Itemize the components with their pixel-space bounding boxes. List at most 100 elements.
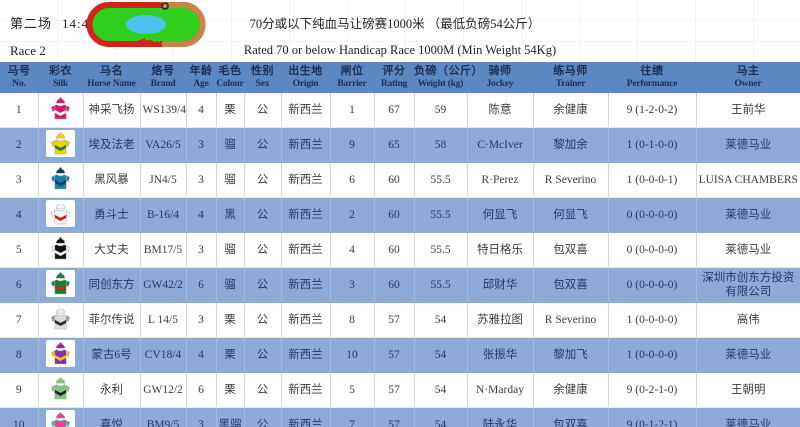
cell-origin: 新西兰 <box>281 93 331 128</box>
table-row: 2 埃及法老 VA26/5 3 骝 公 新西兰 9 65 58 C·McIver… <box>0 127 800 163</box>
cell-rating: 60 <box>374 197 415 233</box>
table-row: 7 菲尔传说 L 14/5 3 栗 公 新西兰 8 57 54 苏雅拉图 R S… <box>0 302 800 338</box>
cell-horse-no: 3 <box>0 162 39 198</box>
cell-barrier: 7 <box>330 407 375 427</box>
cell-weight: 54 <box>414 372 468 408</box>
cell-origin: 新西兰 <box>281 232 331 268</box>
cell-origin: 新西兰 <box>281 162 331 198</box>
table-row: 10 喜悦 BM9/5 3 黑骝 公 新西兰 7 57 54 陆永华 包双喜 9… <box>0 407 800 427</box>
cell-weight: 54 <box>414 302 468 338</box>
cell-trainer: 余健康 <box>533 372 609 408</box>
cell-weight: 55.5 <box>414 232 468 268</box>
cell-origin: 新西兰 <box>281 407 331 427</box>
column-header: 练马师 Trainer <box>533 62 608 93</box>
race-title-en: Rated 70 or below Handicap Race 1000M (M… <box>243 43 557 57</box>
cell-performance: 0 (0-0-0-0) <box>608 267 697 303</box>
cell-silk <box>38 162 84 198</box>
cell-colour: 栗 <box>216 372 245 408</box>
cell-sex: 公 <box>244 302 282 338</box>
column-header: 马号 No. <box>0 62 38 93</box>
column-header: 烙号 Brand <box>140 62 186 93</box>
track-ring-tan <box>162 1 206 47</box>
cell-horse-name: 蒙古6号 <box>83 337 141 373</box>
cell-jockey: 陈意 <box>467 93 534 128</box>
cell-silk <box>38 337 84 373</box>
cell-rating: 57 <box>374 372 415 408</box>
cell-jockey: 邱财华 <box>467 267 534 303</box>
direction-arrow-icon <box>136 38 152 45</box>
cell-silk <box>38 302 84 338</box>
track-lake <box>126 15 166 34</box>
cell-horse-name: 黑风暴 <box>83 162 141 198</box>
cell-horse-no: 8 <box>0 337 39 373</box>
cell-brand: BM17/5 <box>140 232 187 268</box>
cell-trainer: 包双喜 <box>533 267 609 303</box>
cell-horse-no: 5 <box>0 232 39 268</box>
cell-trainer: R Severino <box>533 162 609 198</box>
cell-sex: 公 <box>244 162 282 198</box>
cell-performance: 1 (0-0-0-0) <box>608 302 697 338</box>
cell-owner: 莱德马业 <box>696 407 800 427</box>
cell-performance: 9 (0-2-1-0) <box>608 372 697 408</box>
cell-age: 4 <box>186 93 217 128</box>
cell-origin: 新西兰 <box>281 127 331 163</box>
cell-brand: VA26/5 <box>140 127 187 163</box>
cell-horse-no: 4 <box>0 197 39 233</box>
cell-silk <box>38 127 84 163</box>
cell-sex: 公 <box>244 93 282 128</box>
cell-owner: 深圳市创东方投资有限公司 <box>696 267 800 303</box>
cell-performance: 0 (0-0-0-0) <box>608 232 697 268</box>
cell-colour: 骝 <box>216 127 245 163</box>
cell-horse-name: 大丈夫 <box>83 232 141 268</box>
cell-horse-name: 喜悦 <box>83 407 141 427</box>
cell-horse-name: 永利 <box>83 372 141 408</box>
cell-jockey: R·Perez <box>467 162 534 198</box>
cell-weight: 55.5 <box>414 162 468 198</box>
cell-barrier: 1 <box>330 93 375 128</box>
cell-performance: 1 (0-1-0-0) <box>608 127 697 163</box>
cell-barrier: 6 <box>330 162 375 198</box>
cell-horse-name: 神采飞扬 <box>83 93 141 128</box>
cell-horse-name: 勇斗士 <box>83 197 141 233</box>
jockey-silk-icon <box>46 340 75 368</box>
race-number-en: Race 2 <box>10 43 46 58</box>
cell-trainer: R Severino <box>533 302 609 338</box>
cell-colour: 黑 <box>216 197 245 233</box>
jockey-silk-icon <box>46 270 75 298</box>
cell-owner: 莱德马业 <box>696 197 800 233</box>
cell-rating: 67 <box>374 93 415 128</box>
cell-brand: L 14/5 <box>140 302 187 338</box>
cell-barrier: 2 <box>330 197 375 233</box>
cell-horse-no: 2 <box>0 127 39 163</box>
jockey-silk-icon <box>46 375 75 403</box>
cell-jockey: C·McIver <box>467 127 534 163</box>
cell-owner: 莱德马业 <box>696 337 800 373</box>
table-row: 3 黑风暴 JN4/5 3 骝 公 新西兰 6 60 55.5 R·Perez … <box>0 162 800 198</box>
cell-colour: 栗 <box>216 337 245 373</box>
cell-sex: 公 <box>244 197 282 233</box>
cell-performance: 9 (1-2-0-2) <box>608 93 697 128</box>
column-header: 负磅（公斤） Weight (kg) <box>414 62 483 93</box>
table-row: 6 同创东方 GW42/2 6 骝 公 新西兰 3 60 55.5 邱财华 包双… <box>0 267 800 303</box>
cell-trainer: 黎加余 <box>533 127 609 163</box>
cell-horse-name: 菲尔传说 <box>83 302 141 338</box>
cell-sex: 公 <box>244 267 282 303</box>
cell-barrier: 10 <box>330 337 375 373</box>
cell-age: 3 <box>186 127 217 163</box>
cell-weight: 58 <box>414 127 468 163</box>
cell-rating: 57 <box>374 302 415 338</box>
column-header: 骑师 Jockey <box>467 62 533 93</box>
cell-age: 6 <box>186 372 217 408</box>
cell-barrier: 3 <box>330 267 375 303</box>
cell-trainer: 包双喜 <box>533 407 609 427</box>
jockey-silk-icon <box>46 130 75 158</box>
cell-age: 4 <box>186 197 217 233</box>
table-row: 5 大丈夫 BM17/5 3 骝 公 新西兰 4 60 55.5 特日格乐 包双… <box>0 232 800 268</box>
cell-weight: 54 <box>414 407 468 427</box>
cell-age: 6 <box>186 267 217 303</box>
cell-colour: 栗 <box>216 93 245 128</box>
cell-performance: 1 (0-0-0-1) <box>608 162 697 198</box>
column-header: 出生地 Origin <box>281 62 330 93</box>
cell-horse-no: 10 <box>0 407 39 427</box>
